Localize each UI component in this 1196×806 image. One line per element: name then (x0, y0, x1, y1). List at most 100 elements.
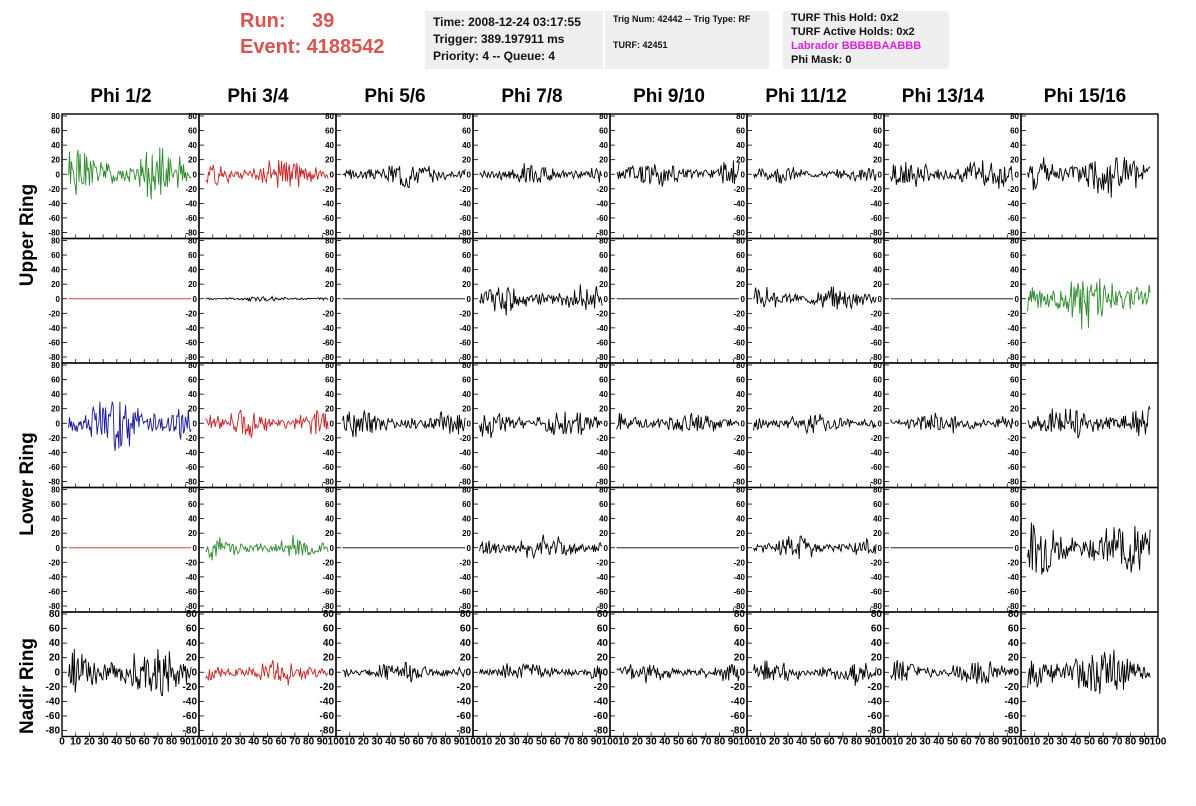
y-tick-label: -80 (183, 726, 198, 737)
y-tick-label: -80 (596, 602, 608, 611)
y-tick-label: -60 (185, 463, 197, 472)
y-tick-label: 60 (325, 376, 334, 385)
y-tick-label: -60 (1007, 587, 1019, 596)
waveform-series (205, 409, 329, 439)
y-tick-label: 20 (599, 405, 608, 414)
y-tick-label: 80 (1010, 486, 1019, 495)
y-tick-label: 40 (325, 390, 334, 399)
waveform-series (1027, 405, 1151, 439)
y-tick-label: 0 (56, 170, 61, 179)
y-tick-label: 20 (186, 653, 198, 664)
y-tick-label: -80 (596, 229, 608, 238)
y-tick-label: 0 (739, 667, 745, 678)
panel-frame (335, 237, 474, 364)
y-tick-label: -60 (1007, 214, 1019, 223)
y-tick-label: 40 (462, 515, 471, 524)
y-tick-label: 0 (1015, 295, 1020, 304)
y-tick-label: 20 (873, 405, 882, 414)
y-tick-label: -80 (1005, 726, 1020, 737)
y-tick-label: 60 (462, 251, 471, 260)
y-tick-label: -60 (185, 338, 197, 347)
y-tick-label: -60 (459, 463, 471, 472)
y-tick-label: 20 (1010, 529, 1019, 538)
y-tick-label: -60 (185, 587, 197, 596)
labrador-text: Labrador BBBBBAABBB (791, 40, 922, 52)
y-tick-label: -60 (48, 338, 60, 347)
y-tick-label: 20 (462, 405, 471, 414)
y-tick-label: 20 (325, 529, 334, 538)
y-tick-label: -20 (733, 185, 745, 194)
y-tick-label: -20 (870, 434, 882, 443)
y-tick-label: 60 (1010, 251, 1019, 260)
y-tick-label: -20 (48, 309, 60, 318)
y-tick-label: 60 (325, 127, 334, 136)
y-tick-label: -80 (870, 353, 882, 362)
y-tick-label: 0 (191, 667, 197, 678)
y-tick-label: 20 (325, 280, 334, 289)
x-tick-label: 100 (739, 737, 756, 748)
waveform-series (616, 160, 740, 187)
y-tick-label: 80 (736, 486, 745, 495)
turf-text: TURF: 42451 (613, 40, 668, 50)
y-tick-label: 80 (599, 112, 608, 121)
y-tick-label: -40 (48, 573, 60, 582)
y-tick-label: 80 (462, 237, 471, 246)
y-tick-label: 60 (49, 624, 61, 635)
y-tick-label: -80 (459, 229, 471, 238)
y-tick-label: 40 (1010, 515, 1019, 524)
y-tick-label: -80 (733, 353, 745, 362)
y-tick-label: -40 (596, 448, 608, 457)
y-tick-label: -60 (46, 711, 61, 722)
y-tick-label: 80 (51, 112, 60, 121)
x-tick-label: 90 (1002, 737, 1014, 748)
y-tick-label: 20 (1010, 280, 1019, 289)
y-tick-label: -80 (48, 478, 60, 487)
y-tick-label: 20 (736, 529, 745, 538)
x-tick-label: 80 (851, 737, 863, 748)
x-tick-label: 50 (810, 737, 822, 748)
x-tick-label: 70 (1111, 737, 1123, 748)
y-tick-label: -60 (870, 214, 882, 223)
y-tick-label: -20 (322, 558, 334, 567)
y-tick-label: -20 (870, 558, 882, 567)
y-tick-label: -80 (459, 602, 471, 611)
y-tick-label: 40 (736, 141, 745, 150)
x-tick-label: 80 (303, 737, 315, 748)
y-tick-label: 80 (188, 361, 197, 370)
y-tick-label: 40 (188, 141, 197, 150)
x-tick-label: 50 (673, 737, 685, 748)
y-tick-label: -40 (459, 573, 471, 582)
x-tick-label: 60 (139, 737, 151, 748)
x-tick-label: 40 (111, 737, 123, 748)
waveform-series (205, 534, 329, 561)
y-tick-label: -20 (1007, 434, 1019, 443)
y-tick-label: -40 (870, 199, 882, 208)
y-tick-label: -80 (868, 726, 883, 737)
y-tick-label: 60 (188, 376, 197, 385)
waveform-series (205, 659, 329, 686)
y-tick-label: -40 (48, 324, 60, 333)
event-label: Event: (240, 36, 302, 58)
y-tick-label: -20 (1007, 309, 1019, 318)
y-tick-label: -80 (48, 229, 60, 238)
y-tick-label: -80 (596, 353, 608, 362)
y-tick-label: 20 (49, 653, 61, 664)
x-tick-label: 70 (837, 737, 849, 748)
y-tick-label: 80 (736, 112, 745, 121)
y-tick-label: 80 (873, 361, 882, 370)
y-tick-label: 80 (599, 237, 608, 246)
waveform-series (479, 662, 603, 682)
x-tick-label: 40 (796, 737, 808, 748)
y-tick-label: 40 (188, 390, 197, 399)
y-tick-label: 0 (330, 419, 335, 428)
y-tick-label: 0 (56, 419, 61, 428)
x-tick-label: 20 (84, 737, 96, 748)
y-tick-label: -40 (733, 199, 745, 208)
y-tick-label: 40 (51, 266, 60, 275)
y-tick-label: 40 (736, 266, 745, 275)
y-tick-label: -20 (1005, 682, 1020, 693)
time-text: Time: 2008-12-24 03:17:55 (433, 15, 581, 29)
y-tick-label: -40 (870, 573, 882, 582)
waveform-series (890, 659, 1014, 684)
x-tick-label: 70 (974, 737, 986, 748)
